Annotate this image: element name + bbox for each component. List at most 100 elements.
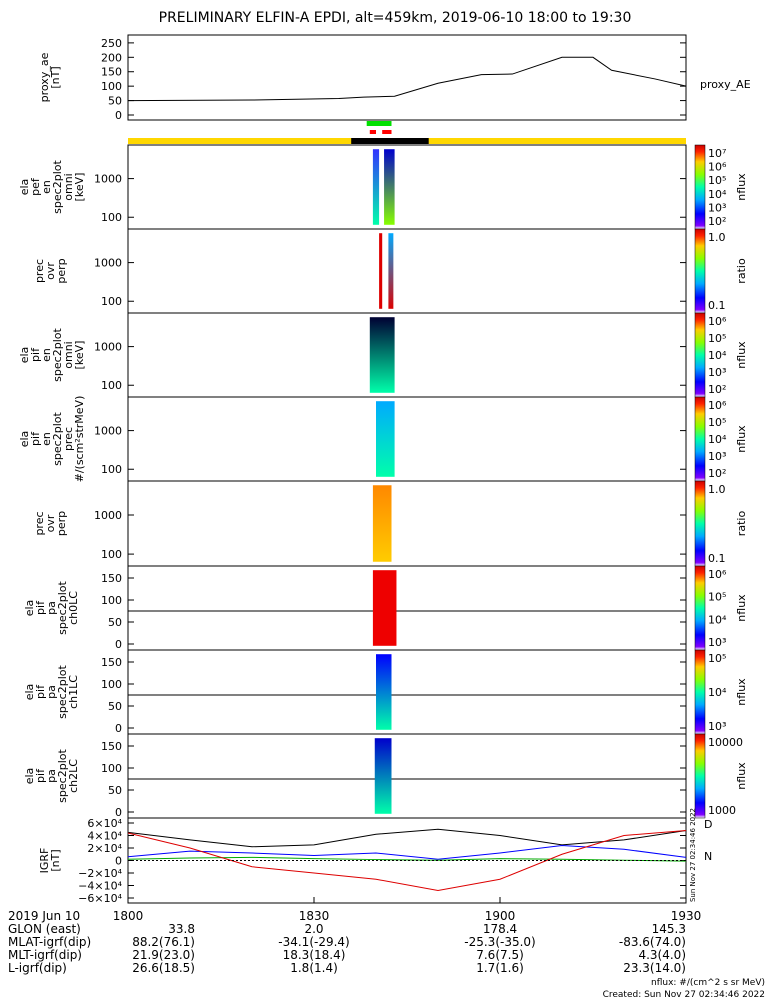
axis-row-value: 4.3(4.0) xyxy=(638,948,686,962)
colorbar-tick-label: 10⁵ xyxy=(708,174,726,187)
x-tick-label: 1900 xyxy=(485,909,516,923)
colorbar-tick-label: 10⁶ xyxy=(708,161,727,174)
y-axis-label: [keV] xyxy=(73,341,86,370)
colorbar xyxy=(694,396,706,482)
colorbar-tick-label: 1.0 xyxy=(708,231,726,244)
colorbar-tick-label: 10² xyxy=(708,383,726,396)
y-axis-label: ch0LC xyxy=(67,591,80,625)
panel-frame xyxy=(127,649,687,735)
y-axis-label: pef xyxy=(29,177,42,196)
colorbar-label: nflux xyxy=(735,173,748,201)
y-tick-label: −6×10⁴ xyxy=(78,892,122,905)
axis-row-label: GLON (east) xyxy=(8,922,81,936)
colorbar xyxy=(694,312,706,398)
y-axis-label: perp xyxy=(55,511,68,536)
y-axis-label: pif xyxy=(34,684,47,699)
y-axis-label: spec2plot xyxy=(51,328,64,382)
panel-frame xyxy=(127,144,687,230)
colorbar-tick-label: 10⁴ xyxy=(708,188,727,201)
spectrogram-data-block xyxy=(388,233,394,309)
y-tick-label: 0 xyxy=(115,638,122,651)
y-axis-label: IGRF xyxy=(38,848,51,874)
colorbar-tick-label: 1.0 xyxy=(708,483,726,496)
panel-frame xyxy=(127,312,687,398)
y-tick-label: 0 xyxy=(115,806,122,819)
colorbar-tick-label: 10⁵ xyxy=(708,652,726,665)
colorbar-label: nflux xyxy=(735,341,748,369)
colorbar-tick-label: 10⁶ xyxy=(708,568,727,581)
y-tick-label: 250 xyxy=(101,37,122,50)
panel-frame xyxy=(127,565,687,651)
axis-row-value: 26.6(18.5) xyxy=(132,961,195,975)
panel-frame xyxy=(127,480,687,567)
y-axis-label: prec xyxy=(62,427,75,451)
axis-row-value: 1.7(1.6) xyxy=(476,961,524,975)
igrf-line-black xyxy=(127,828,687,848)
y-tick-label: 100 xyxy=(101,295,122,308)
y-tick-label: 150 xyxy=(101,740,122,753)
y-axis-label: en xyxy=(40,432,53,446)
y-tick-label: 6×10⁴ xyxy=(87,817,122,830)
panel-frame xyxy=(127,733,687,819)
y-axis-label: pif xyxy=(34,768,47,783)
y-tick-label: 1000 xyxy=(94,425,122,438)
colorbar xyxy=(694,649,706,735)
colorbar-tick-label: 10000 xyxy=(708,736,743,749)
colorbar-tick-label: 10³ xyxy=(708,450,726,463)
colorbar xyxy=(694,733,706,819)
colorbar-tick-label: 10³ xyxy=(708,366,726,379)
y-axis-label: en xyxy=(40,348,53,362)
y-axis-label: ch2LC xyxy=(67,759,80,793)
proxy-ae-legend: proxy_AE xyxy=(700,78,751,91)
panel-frame xyxy=(127,34,687,121)
nflux-units-note: nflux: #/(cm^2 s sr MeV) xyxy=(651,978,765,988)
y-tick-label: 50 xyxy=(108,784,122,797)
y-tick-label: 4×10⁴ xyxy=(87,830,122,843)
y-tick-label: 1000 xyxy=(94,173,122,186)
y-axis-label: prec xyxy=(33,259,46,283)
y-tick-label: 0 xyxy=(115,722,122,735)
y-tick-label: 150 xyxy=(101,572,122,585)
spectrogram-data-block xyxy=(384,149,395,225)
y-axis-label: pif xyxy=(29,347,42,362)
colorbar-tick-label: 10⁴ xyxy=(708,349,727,362)
axis-row-label: MLAT-igrf(dip) xyxy=(8,935,91,949)
igrf-line-red xyxy=(127,830,687,892)
y-tick-label: 150 xyxy=(101,66,122,79)
axis-row-value: 21.9(23.0) xyxy=(132,948,195,962)
colorbar-tick-label: 0.1 xyxy=(708,299,726,312)
y-tick-label: 2×10⁴ xyxy=(87,842,122,855)
colorbar-tick-label: 0.1 xyxy=(708,552,726,565)
axis-row-label: MLT-igrf(dip) xyxy=(8,948,82,962)
y-tick-label: −2×10⁴ xyxy=(78,867,122,880)
red-marker-1 xyxy=(369,130,376,134)
axis-row-value: 178.4 xyxy=(483,922,517,936)
panel-frame xyxy=(127,228,687,314)
y-axis-label: [nT] xyxy=(49,849,62,871)
colorbar-tick-label: 10² xyxy=(708,467,726,480)
y-tick-label: 200 xyxy=(101,51,122,64)
colorbar-label: ratio xyxy=(735,258,748,284)
axis-row-value: -25.3(-35.0) xyxy=(464,935,535,949)
y-tick-label: 1000 xyxy=(94,509,122,522)
y-tick-label: 150 xyxy=(101,656,122,669)
axis-row-value: 18.3(18.4) xyxy=(283,948,346,962)
colorbar-label: ratio xyxy=(735,511,748,537)
y-axis-label: proxy_ae xyxy=(38,52,51,102)
y-axis-label: spec2plot xyxy=(56,581,69,635)
y-tick-label: 50 xyxy=(108,700,122,713)
colorbar-label: nflux xyxy=(735,762,748,790)
axis-row-value: 23.3(14.0) xyxy=(623,961,686,975)
colorbar xyxy=(694,480,706,567)
y-axis-label: ovr xyxy=(44,262,57,280)
y-axis-label: ela xyxy=(18,179,31,196)
axis-row-value: 33.8 xyxy=(168,922,195,936)
axis-row-label: L-igrf(dip) xyxy=(8,961,67,975)
spectrogram-data-block xyxy=(374,738,392,814)
igrf-legend-n: N xyxy=(704,850,712,863)
colorbar-tick-label: 10⁷ xyxy=(708,147,726,160)
